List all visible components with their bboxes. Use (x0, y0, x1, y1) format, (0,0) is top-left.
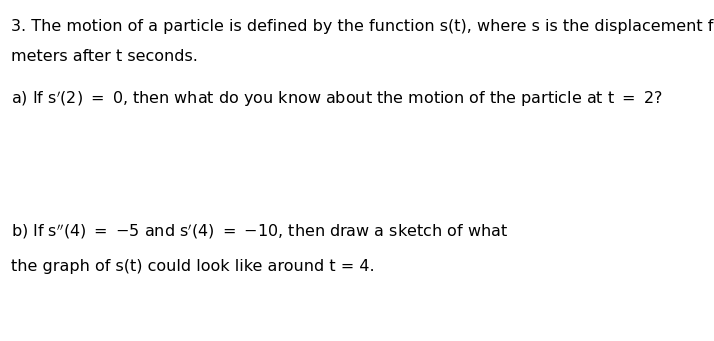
Text: meters after t seconds.: meters after t seconds. (11, 49, 198, 64)
Text: the graph of s(t) could look like around t = 4.: the graph of s(t) could look like around… (11, 259, 374, 274)
Text: b) If s$''$(4) $=$ $-$5 and s$'$(4) $=$ $-$10, then draw a sketch of what: b) If s$''$(4) $=$ $-$5 and s$'$(4) $=$ … (11, 222, 508, 241)
Text: a) If s$'$(2) $=$ 0, then what do you know about the motion of the particle at t: a) If s$'$(2) $=$ 0, then what do you kn… (11, 89, 663, 109)
Text: 3. The motion of a particle is defined by the function s(t), where s is the disp: 3. The motion of a particle is defined b… (11, 19, 714, 34)
